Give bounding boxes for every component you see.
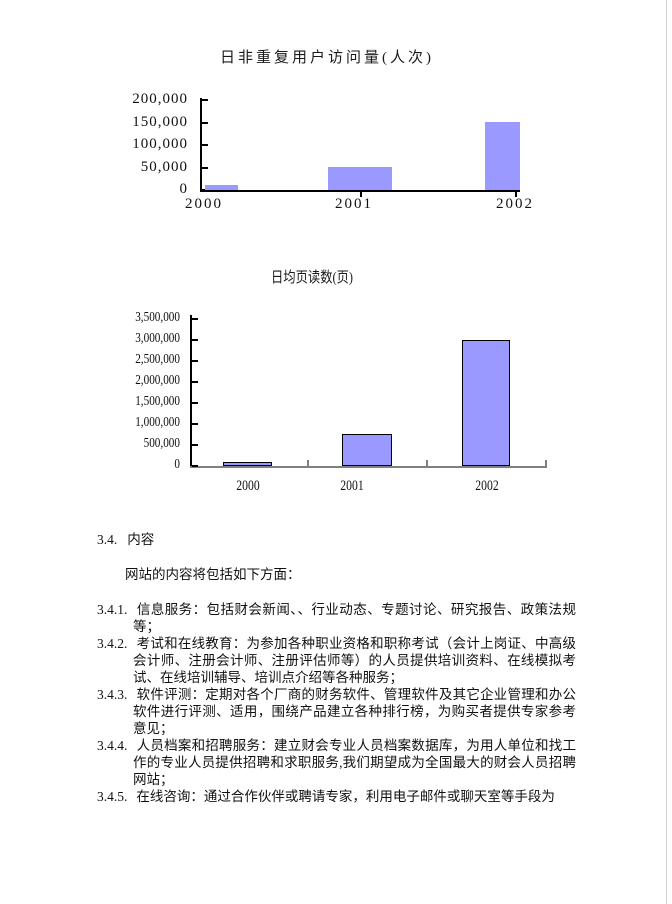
y-tick-label: 50,000 (140, 158, 188, 175)
list-item: 3.4.3. 软件评测：定期对各个厂商的财务软件、管理软件及其它企业管理和办公软件… (97, 686, 576, 737)
section-title: 内容 (127, 532, 155, 547)
y-tick (192, 360, 198, 362)
y-tick (192, 465, 198, 467)
y-tick-label: 500,000 (143, 436, 180, 451)
x-category-label: 2000 (236, 478, 260, 494)
x-category-label: 2000 (185, 196, 223, 212)
y-tick-label: 100,000 (132, 136, 188, 152)
list-item-number: 3.4.5. (97, 789, 128, 804)
y-tick (202, 166, 208, 169)
list-item-text: 在线咨询：通过合作伙伴或聘请专家，利用电子邮件或聊天室等手段为 (136, 789, 555, 804)
section-number: 3.4. (97, 532, 118, 547)
list-item-text: 软件评测：定期对各个厂商的财务软件、管理软件及其它企业管理和办公软件进行评测、适… (133, 687, 576, 736)
y-tick-label: 2,500,000 (135, 352, 180, 367)
x-tick (545, 460, 547, 466)
x-tick (426, 460, 428, 466)
list-item-number: 3.4.4. (97, 738, 128, 753)
x-axis (190, 466, 547, 468)
section-heading: 3.4. 内容 (97, 531, 154, 548)
x-category-label: 2001 (340, 478, 364, 494)
chart-title: 日非重复用户访问量(人次) (220, 50, 434, 66)
bar-2000 (223, 462, 272, 466)
x-tick (307, 460, 309, 466)
chart-title: 日均页读数(页) (271, 270, 353, 286)
list-item-text: 人员档案和招聘服务：建立财会专业人员档案数据库，为用人单位和找工作的专业人员提供… (133, 738, 576, 787)
bar-2002 (462, 340, 510, 466)
x-axis (200, 190, 520, 192)
y-tick (192, 402, 198, 404)
x-category-label: 2002 (475, 478, 499, 494)
y-tick-label: 2,000,000 (135, 373, 180, 388)
y-tick (192, 339, 198, 341)
y-tick (192, 318, 198, 320)
y-tick-label: 1,500,000 (135, 394, 180, 409)
y-axis (190, 315, 192, 468)
list-item-text: 信息服务：包括财会新闻、、行业动态、专题讨论、研究报告、政策法规等； (133, 602, 576, 634)
page-edge-line (666, 0, 667, 904)
y-tick (192, 381, 198, 383)
x-tick (360, 192, 362, 197)
y-tick-label: 1,000,000 (135, 415, 180, 430)
y-tick (202, 144, 208, 146)
y-tick-label: 0 (174, 457, 180, 472)
y-tick (192, 423, 198, 425)
y-tick (202, 121, 208, 124)
y-tick-label: 150,000 (132, 113, 188, 130)
list-item-number: 3.4.3. (97, 687, 128, 702)
list-item: 3.4.5. 在线咨询：通过合作伙伴或聘请专家，利用电子邮件或聊天室等手段为 (97, 788, 576, 805)
y-tick-label: 3,000,000 (135, 331, 180, 346)
x-tick (515, 192, 517, 197)
list-item-number: 3.4.1. (97, 602, 128, 617)
bar-2001 (342, 434, 392, 466)
y-tick (202, 189, 208, 191)
x-category-label: 2001 (335, 196, 373, 212)
y-axis (200, 98, 202, 192)
y-tick (192, 444, 198, 446)
bar-2000 (205, 185, 238, 190)
list-item: 3.4.4. 人员档案和招聘服务：建立财会专业人员档案数据库，为用人单位和找工作的… (97, 737, 576, 788)
list-item: 3.4.1. 信息服务：包括财会新闻、、行业动态、专题讨论、研究报告、政策法规等； (97, 601, 576, 635)
y-tick (202, 99, 208, 101)
y-tick-label: 3,500,000 (135, 310, 180, 325)
section-list: 3.4.1. 信息服务：包括财会新闻、、行业动态、专题讨论、研究报告、政策法规等；… (97, 601, 576, 805)
list-item: 3.4.2. 考试和在线教育：为参加各种职业资格和职称考试（会计上岗证、中高级会计… (97, 635, 576, 686)
section-intro: 网站的内容将包括如下方面： (125, 567, 301, 582)
bar-2002 (485, 122, 520, 190)
x-category-label: 2002 (496, 196, 534, 212)
list-item-text: 考试和在线教育：为参加各种职业资格和职称考试（会计上岗证、中高级会计师、注册会计… (133, 636, 576, 685)
y-tick-label: 0 (179, 181, 188, 197)
bar-2001 (328, 167, 392, 190)
y-tick-label: 200,000 (132, 91, 188, 107)
list-item-number: 3.4.2. (97, 636, 128, 651)
